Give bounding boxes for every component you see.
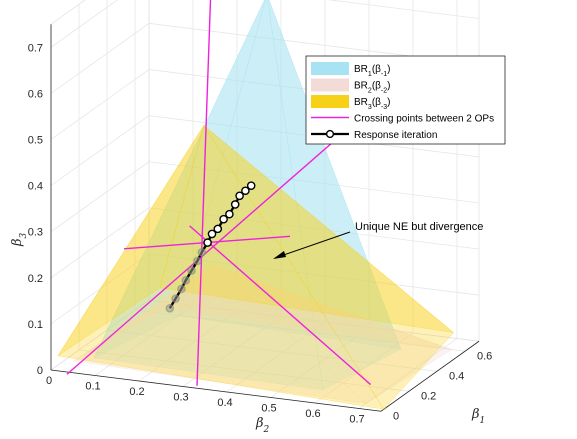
legend-swatch xyxy=(311,62,349,75)
iteration-point xyxy=(207,229,217,239)
iteration-point xyxy=(219,214,228,224)
grid-line-z-back xyxy=(148,299,480,342)
response-iteration xyxy=(165,181,256,313)
grid-line-z-side xyxy=(50,299,150,371)
z-tick-label: 0.1 xyxy=(28,319,43,331)
iteration-point xyxy=(241,186,250,196)
grid-line-z-back xyxy=(148,253,480,296)
crossing-line xyxy=(189,225,372,386)
iteration-point xyxy=(165,303,175,313)
grid-line-x-floor xyxy=(182,316,282,387)
grid-line-z-side xyxy=(50,0,118,48)
z-tick-label: 0.5 xyxy=(28,135,43,147)
z-tick-label: 0.7 xyxy=(28,42,43,54)
grid-line-z-side xyxy=(50,161,150,232)
z-tick-label: 0.2 xyxy=(28,273,43,285)
grid-line-y-floor xyxy=(134,309,466,352)
y-tick-label: 0.6 xyxy=(477,350,492,362)
x-tick-label: 0.5 xyxy=(261,403,276,415)
grid-line-x-floor xyxy=(226,321,326,393)
legend-label: Crossing points between 2 OPs xyxy=(354,114,494,125)
iteration-point xyxy=(225,209,234,219)
annotation-arrowhead xyxy=(273,251,286,259)
annotation-text: Unique NE but divergence xyxy=(355,221,483,233)
grid-line-z-back xyxy=(148,207,480,250)
grid-line-z-back xyxy=(327,0,480,19)
legend-swatch xyxy=(311,95,349,108)
z-tick-label: 0 xyxy=(37,365,43,377)
x-tick-label: 0.2 xyxy=(129,386,144,398)
grid-line-z-side xyxy=(50,207,150,279)
legend-marker xyxy=(325,129,335,139)
legend: BR1(β-1)BR2(β-2)BR3(β-3)Crossing points … xyxy=(305,55,506,145)
iteration-point xyxy=(171,294,180,303)
iteration-point xyxy=(235,191,244,201)
grid-line-x-floor xyxy=(358,338,458,409)
crossing-lines xyxy=(66,0,372,386)
grid-line-z-side xyxy=(50,69,150,140)
grid-line-z-side xyxy=(50,23,150,94)
crossing-line xyxy=(196,0,212,386)
iteration-point xyxy=(246,181,256,190)
iteration-point xyxy=(177,284,186,294)
iteration-point xyxy=(181,275,191,285)
iteration-point xyxy=(230,200,240,209)
grid-line-z-side xyxy=(50,253,150,325)
x-axis-label: β2 xyxy=(255,416,270,435)
x-tick-label: 0.3 xyxy=(173,392,188,404)
annotation: Unique NE but divergence xyxy=(273,221,483,259)
br3-surface-facet xyxy=(57,125,205,356)
iteration-point xyxy=(203,238,212,247)
grid-line-x-floor xyxy=(270,327,370,398)
iteration-point xyxy=(213,224,223,234)
br1-surface-facet xyxy=(93,0,266,359)
grid-line-x-floor xyxy=(94,305,194,376)
z-tick-label: 0.3 xyxy=(28,227,43,239)
iteration-point xyxy=(193,256,202,266)
y-axis-line xyxy=(380,340,480,412)
x-tick-label: 0.4 xyxy=(217,397,232,409)
grid-line-x-floor xyxy=(138,310,238,382)
z-tick-label: 0.6 xyxy=(28,88,43,100)
grid-line-x-floor xyxy=(314,332,414,404)
x-tick-label: 0.1 xyxy=(85,381,100,393)
y-axis-label: β1 xyxy=(471,407,485,426)
legend-label: Response iteration xyxy=(354,130,437,141)
best-response-surfaces xyxy=(57,0,455,410)
crossing-line xyxy=(66,126,351,375)
x-tick-label: 0.6 xyxy=(305,408,320,420)
z-axis-label: β3 xyxy=(10,232,29,247)
iteration-point xyxy=(197,247,207,257)
y-tick-label: 0.2 xyxy=(421,390,436,402)
grid-line-z-side xyxy=(50,115,150,186)
grid-line-y-floor xyxy=(78,349,410,392)
x-tick-label: 0 xyxy=(46,375,52,387)
grid-line-y-floor xyxy=(106,329,438,372)
x-axis-line xyxy=(50,369,382,412)
annotation-arrow xyxy=(274,231,351,259)
y-tick-label: 0.4 xyxy=(449,370,464,382)
legend-swatch xyxy=(311,78,349,92)
tick-labels: 0 0.1 0.2 0.3 0.4 0.5 0.6 0.7 0 0.2 0.4 0.6 0 0.1 0.2 0… xyxy=(28,42,493,425)
x-tick-label: 0.7 xyxy=(349,414,364,426)
iteration-point xyxy=(187,266,196,275)
z-tick-label: 0.4 xyxy=(28,181,43,193)
y-tick-label: 0 xyxy=(393,410,399,422)
